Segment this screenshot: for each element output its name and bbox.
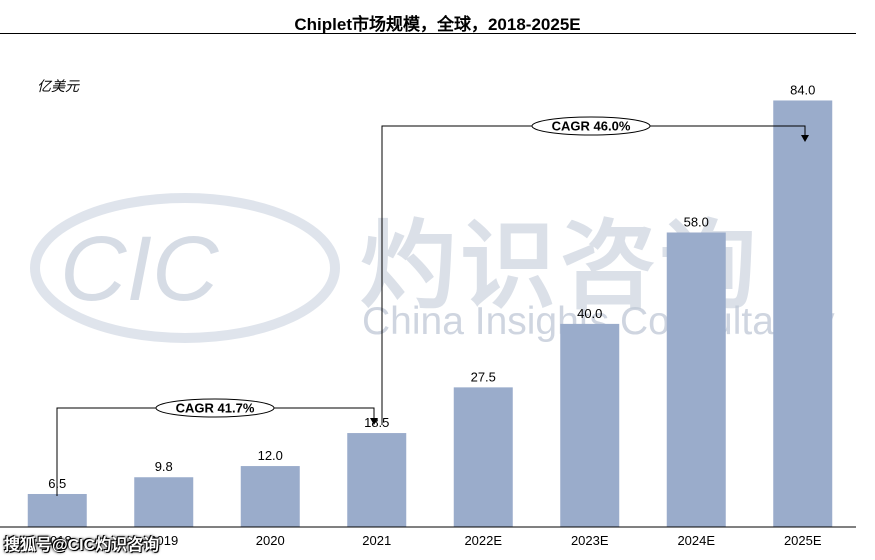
cagr-arrow-icon-2 bbox=[801, 135, 809, 142]
bar-2021 bbox=[347, 433, 407, 527]
chart-title: Chiplet市场规模，全球，2018-2025E bbox=[294, 15, 581, 34]
data-label-2019: 9.8 bbox=[155, 459, 173, 474]
cagr-badge-2 bbox=[531, 116, 651, 136]
data-label-2020: 12.0 bbox=[258, 448, 283, 463]
bar-2018 bbox=[27, 493, 87, 527]
cagr-label-1: CAGR 41.7% bbox=[176, 401, 255, 416]
x-tick-label-2018: 2018 bbox=[43, 533, 72, 548]
bar-2025E bbox=[773, 100, 833, 527]
x-tick-label-2024E: 2024E bbox=[677, 533, 715, 548]
bar-2020 bbox=[240, 466, 300, 527]
cagr-arrow-icon-1 bbox=[370, 418, 378, 425]
watermark-logo-text: CIC bbox=[60, 218, 219, 320]
bar-2024E bbox=[666, 232, 726, 527]
cagr-bracket-1 bbox=[56, 407, 375, 496]
x-tick-label-2019: 2019 bbox=[149, 533, 178, 548]
x-tick-label-2023E: 2023E bbox=[571, 533, 609, 548]
bar-2019 bbox=[134, 477, 194, 527]
y-unit-label: 亿美元 bbox=[37, 78, 79, 94]
data-label-2024E: 58.0 bbox=[684, 214, 709, 229]
x-tick-label-2021: 2021 bbox=[362, 533, 391, 548]
source-watermark: 搜狐号@CIC灼识咨询 bbox=[4, 537, 160, 554]
bar-2022E bbox=[453, 387, 513, 527]
x-tick-label-2020: 2020 bbox=[256, 533, 285, 548]
data-label-2023E: 40.0 bbox=[577, 306, 602, 321]
data-label-2025E: 84.0 bbox=[790, 82, 815, 97]
data-label-2021: 18.5 bbox=[364, 415, 389, 430]
cagr-badge-1 bbox=[155, 398, 275, 418]
cagr-label-2: CAGR 46.0% bbox=[552, 119, 631, 134]
x-tick-label-2025E: 2025E bbox=[784, 533, 822, 548]
data-label-2022E: 27.5 bbox=[471, 369, 496, 384]
title-divider bbox=[0, 33, 856, 34]
x-tick-label-2022E: 2022E bbox=[464, 533, 502, 548]
bar-2023E bbox=[560, 323, 620, 527]
